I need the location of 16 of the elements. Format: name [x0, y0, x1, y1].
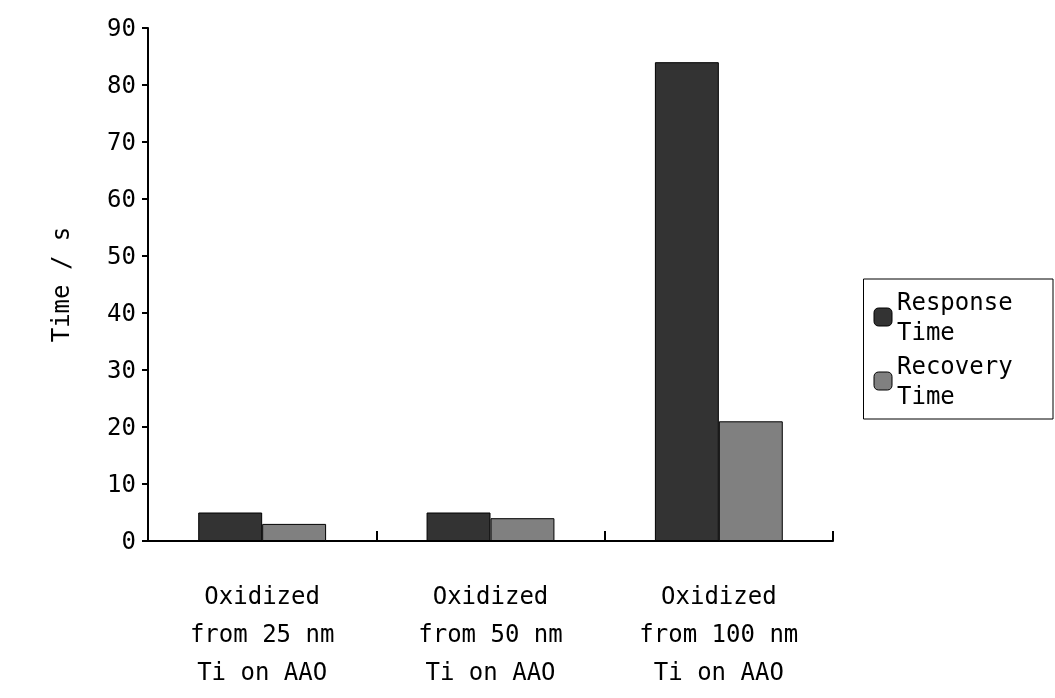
legend-label: Response Time — [897, 288, 1028, 346]
x-tick-label: Oxidized from 25 nm Ti on AAO — [189, 582, 335, 686]
y-tick-label: 30 — [107, 356, 136, 384]
y-tick-label: 70 — [107, 128, 136, 156]
y-tick-label: 90 — [107, 14, 136, 42]
y-tick-label: 60 — [107, 185, 136, 213]
y-axis-title: Time / s — [47, 226, 75, 343]
x-tick-label: Oxidized from 100 nm Ti on AAO — [639, 582, 799, 686]
y-tick-label: 40 — [107, 299, 136, 327]
y-tick-label: 0 — [121, 527, 136, 555]
y-tick-label: 50 — [107, 242, 136, 270]
x-tick-label: Oxidized from 50 nm Ti on AAO — [418, 582, 563, 686]
y-tick-label: 20 — [107, 413, 136, 441]
legend-label: Recovery Time — [897, 352, 1028, 410]
y-tick-label: 10 — [107, 470, 136, 498]
y-tick-label: 80 — [107, 71, 136, 99]
